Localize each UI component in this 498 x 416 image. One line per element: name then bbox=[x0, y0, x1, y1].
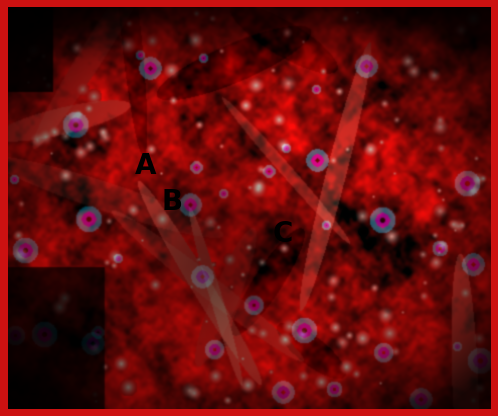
Text: C: C bbox=[272, 220, 293, 248]
Text: A: A bbox=[134, 152, 156, 180]
Text: B: B bbox=[161, 188, 182, 216]
